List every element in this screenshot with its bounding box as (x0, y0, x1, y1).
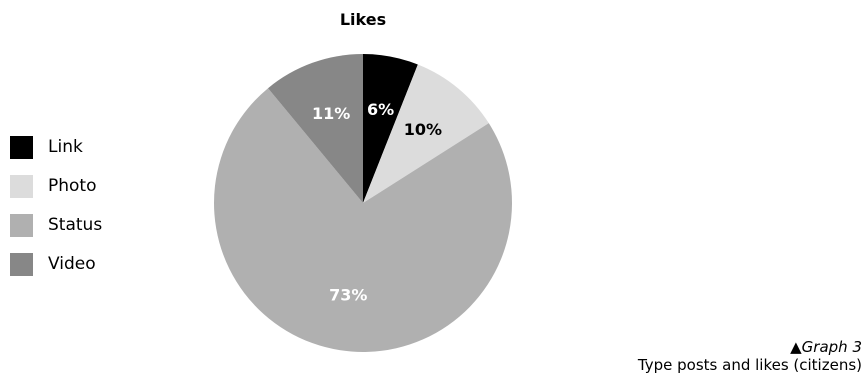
caption-marker-icon: ▲ (790, 338, 802, 356)
legend-label-video: Video (48, 254, 96, 274)
chart-title: Likes (339, 10, 387, 29)
legend-item-video: Video (10, 251, 102, 277)
legend-swatch-status (10, 213, 33, 237)
pie-slice-link (363, 54, 418, 203)
pie-slice-photo (363, 64, 489, 203)
pie-slice-status (214, 88, 513, 352)
legend-label-status: Status (48, 215, 103, 235)
legend-swatch-video (10, 252, 33, 276)
legend-item-link: Link (10, 134, 102, 160)
slice-label-photo: 10% (404, 120, 442, 139)
caption-graph-ref: Graph 3 (801, 338, 862, 356)
legend-label-photo: Photo (48, 176, 97, 196)
legend-item-status: Status (10, 212, 102, 238)
slice-label-status: 73% (329, 285, 367, 304)
caption-text: Type posts and likes (citizens) (637, 356, 862, 374)
legend-swatch-link (10, 135, 33, 159)
legend-swatch-photo (10, 174, 33, 198)
slice-label-video: 11% (312, 104, 350, 123)
legend-item-photo: Photo (10, 173, 102, 199)
caption-reference: ▲Graph 3 (638, 338, 862, 356)
legend-label-link: Link (48, 137, 83, 157)
figure-caption: ▲Graph 3 Type posts and likes (citizens) (638, 338, 862, 374)
legend: Link Photo Status Video (10, 134, 102, 290)
slice-label-link: 6% (367, 100, 394, 119)
pie-slice-video (268, 54, 363, 203)
